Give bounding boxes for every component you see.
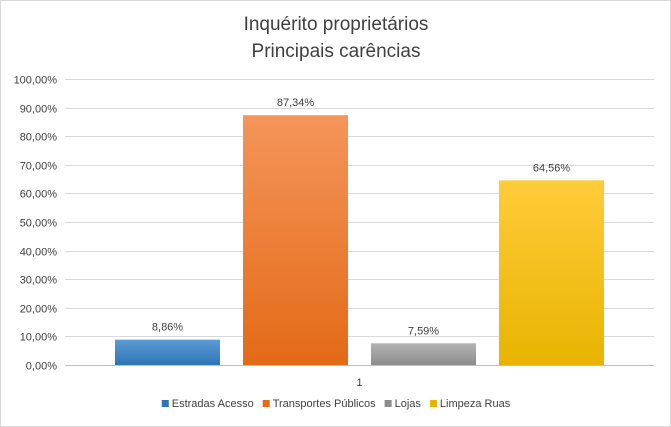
data-labels: 8,86% 87,34% 7,59% 64,56% (152, 97, 570, 337)
y-tick-label: 50,00% (20, 218, 58, 230)
bar-transportes-p-blicos (243, 115, 348, 365)
legend-label: Lojas (395, 398, 422, 410)
gridlines (65, 79, 654, 337)
y-tick-label: 40,00% (20, 247, 58, 259)
chart-title: Inquérito proprietários Principais carên… (244, 14, 429, 62)
legend-item: Transportes Públicos (262, 398, 376, 410)
data-label: 8,86% (152, 322, 183, 334)
legend-item: Limpeza Ruas (429, 398, 511, 410)
bar-limpeza-ruas (499, 180, 604, 365)
y-tick-label: 10,00% (20, 332, 58, 344)
data-label: 7,59% (408, 325, 439, 337)
bar-estradas-acesso (115, 339, 220, 365)
x-category-label: 1 (356, 377, 362, 389)
legend-item: Lojas (384, 398, 422, 410)
bars (115, 115, 604, 365)
y-tick-label: 0,00% (26, 361, 57, 373)
bar-lojas (371, 343, 476, 365)
legend-swatch (384, 400, 392, 407)
chart-title-line-1: Inquérito proprietários (244, 14, 429, 35)
legend-item: Estradas Acesso (161, 398, 254, 410)
x-axis: 1 (65, 365, 654, 389)
legend-swatch (262, 400, 270, 407)
legend-swatch (161, 400, 169, 407)
y-tick-label: 20,00% (20, 304, 58, 316)
y-tick-label: 90,00% (20, 104, 58, 116)
y-tick-label: 80,00% (20, 132, 58, 144)
legend-label: Transportes Públicos (273, 398, 376, 410)
legend-label: Estradas Acesso (172, 398, 254, 410)
y-tick-label: 60,00% (20, 189, 58, 201)
y-tick-label: 70,00% (20, 161, 58, 173)
y-tick-label: 30,00% (20, 275, 58, 287)
legend-label: Limpeza Ruas (440, 398, 511, 410)
y-tick-label: 100,00% (14, 75, 58, 87)
legend-swatch (429, 400, 437, 407)
legend: Estradas Acesso Transportes Públicos Lojas… (161, 398, 511, 410)
data-label: 64,56% (533, 162, 571, 174)
y-axis-tick-labels: 0,00% 10,00% 20,00% 30,00% 40,00% 50,00% 60,00… (14, 75, 58, 373)
chart-title-line-2: Principais carências (252, 41, 421, 62)
data-label: 87,34% (277, 97, 315, 109)
